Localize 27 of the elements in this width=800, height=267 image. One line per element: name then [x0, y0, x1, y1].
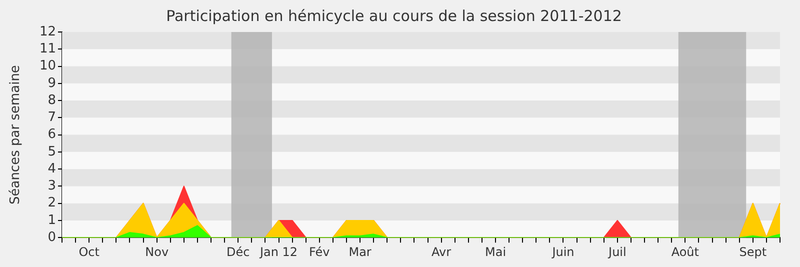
x-tick-label: Oct [78, 244, 100, 259]
x-tick-label: Jan 12 [258, 244, 298, 259]
y-tick-label: 7 [48, 110, 56, 126]
x-tick-label: Mar [348, 244, 372, 259]
y-tick-label: 4 [48, 161, 56, 176]
x-tick-label: Mai [484, 244, 506, 259]
y-axis-title: Séances par semaine [8, 65, 24, 205]
y-tick-label: 1 [48, 212, 56, 228]
y-tick-label: 11 [39, 42, 56, 57]
x-tick-label: Sept [739, 244, 767, 259]
y-tick-label: 12 [39, 24, 56, 40]
x-tick-label: Déc [226, 244, 250, 259]
y-tick-label: 10 [39, 58, 56, 74]
x-tick-label: Avr [432, 244, 452, 259]
y-tick-label: 6 [48, 127, 56, 142]
chart-title: Participation en hémicycle au cours de la session 2011-2012 [166, 6, 622, 25]
y-tick-label: 3 [48, 178, 56, 194]
y-tick-label: 8 [48, 92, 56, 108]
x-tick-label: Fév [309, 244, 330, 259]
x-tick-label: Août [671, 244, 700, 259]
y-tick-label: 0 [48, 230, 56, 245]
y-tick-label: 9 [48, 76, 56, 91]
x-tick-label: Juin [551, 244, 574, 259]
x-tick-label: Juil [608, 244, 626, 259]
y-tick-label: 2 [48, 196, 56, 211]
y-tick-label: 5 [48, 144, 56, 160]
x-tick-label: Nov [145, 244, 169, 259]
